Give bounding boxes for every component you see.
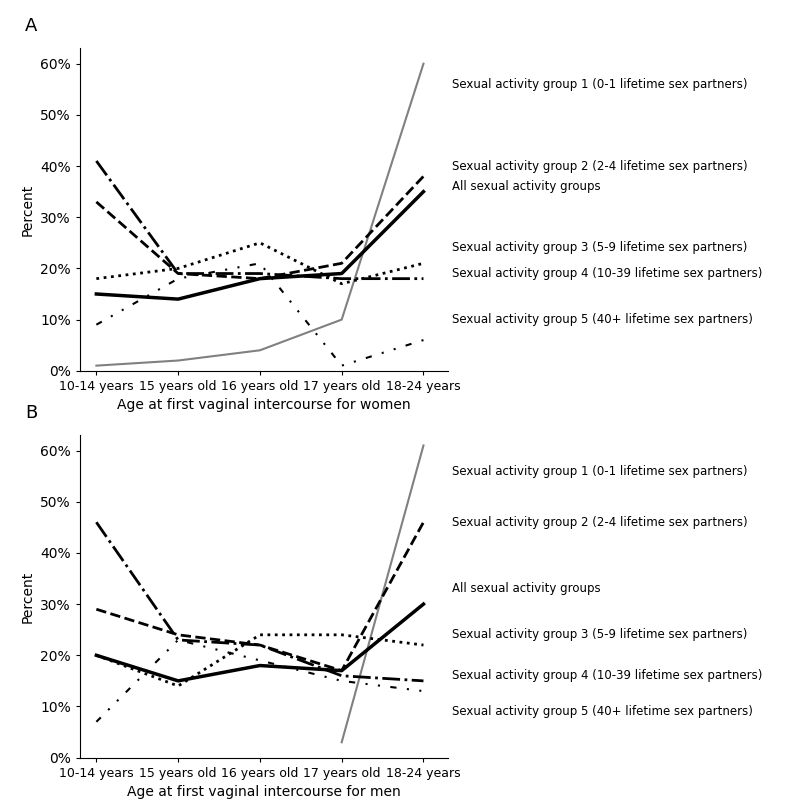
Text: Sexual activity group 2 (2-4 lifetime sex partners): Sexual activity group 2 (2-4 lifetime se…	[452, 516, 748, 529]
Text: All sexual activity groups: All sexual activity groups	[452, 582, 601, 596]
Text: All sexual activity groups: All sexual activity groups	[452, 180, 601, 193]
Text: Sexual activity group 5 (40+ lifetime sex partners): Sexual activity group 5 (40+ lifetime se…	[452, 705, 753, 718]
Text: Sexual activity group 1 (0-1 lifetime sex partners): Sexual activity group 1 (0-1 lifetime se…	[452, 464, 747, 478]
Text: Sexual activity group 3 (5-9 lifetime sex partners): Sexual activity group 3 (5-9 lifetime se…	[452, 629, 747, 642]
Text: Sexual activity group 2 (2-4 lifetime sex partners): Sexual activity group 2 (2-4 lifetime se…	[452, 160, 748, 172]
X-axis label: Age at first vaginal intercourse for women: Age at first vaginal intercourse for wom…	[117, 398, 411, 413]
Text: Sexual activity group 4 (10-39 lifetime sex partners): Sexual activity group 4 (10-39 lifetime …	[452, 669, 762, 682]
Text: Sexual activity group 3 (5-9 lifetime sex partners): Sexual activity group 3 (5-9 lifetime se…	[452, 242, 747, 255]
Text: Sexual activity group 5 (40+ lifetime sex partners): Sexual activity group 5 (40+ lifetime se…	[452, 313, 753, 326]
Text: A: A	[25, 18, 37, 35]
Text: Sexual activity group 1 (0-1 lifetime sex partners): Sexual activity group 1 (0-1 lifetime se…	[452, 77, 747, 91]
Text: B: B	[25, 405, 37, 422]
Text: Sexual activity group 4 (10-39 lifetime sex partners): Sexual activity group 4 (10-39 lifetime …	[452, 267, 762, 280]
Y-axis label: Percent: Percent	[21, 184, 34, 235]
X-axis label: Age at first vaginal intercourse for men: Age at first vaginal intercourse for men	[127, 785, 401, 800]
Y-axis label: Percent: Percent	[21, 571, 34, 622]
